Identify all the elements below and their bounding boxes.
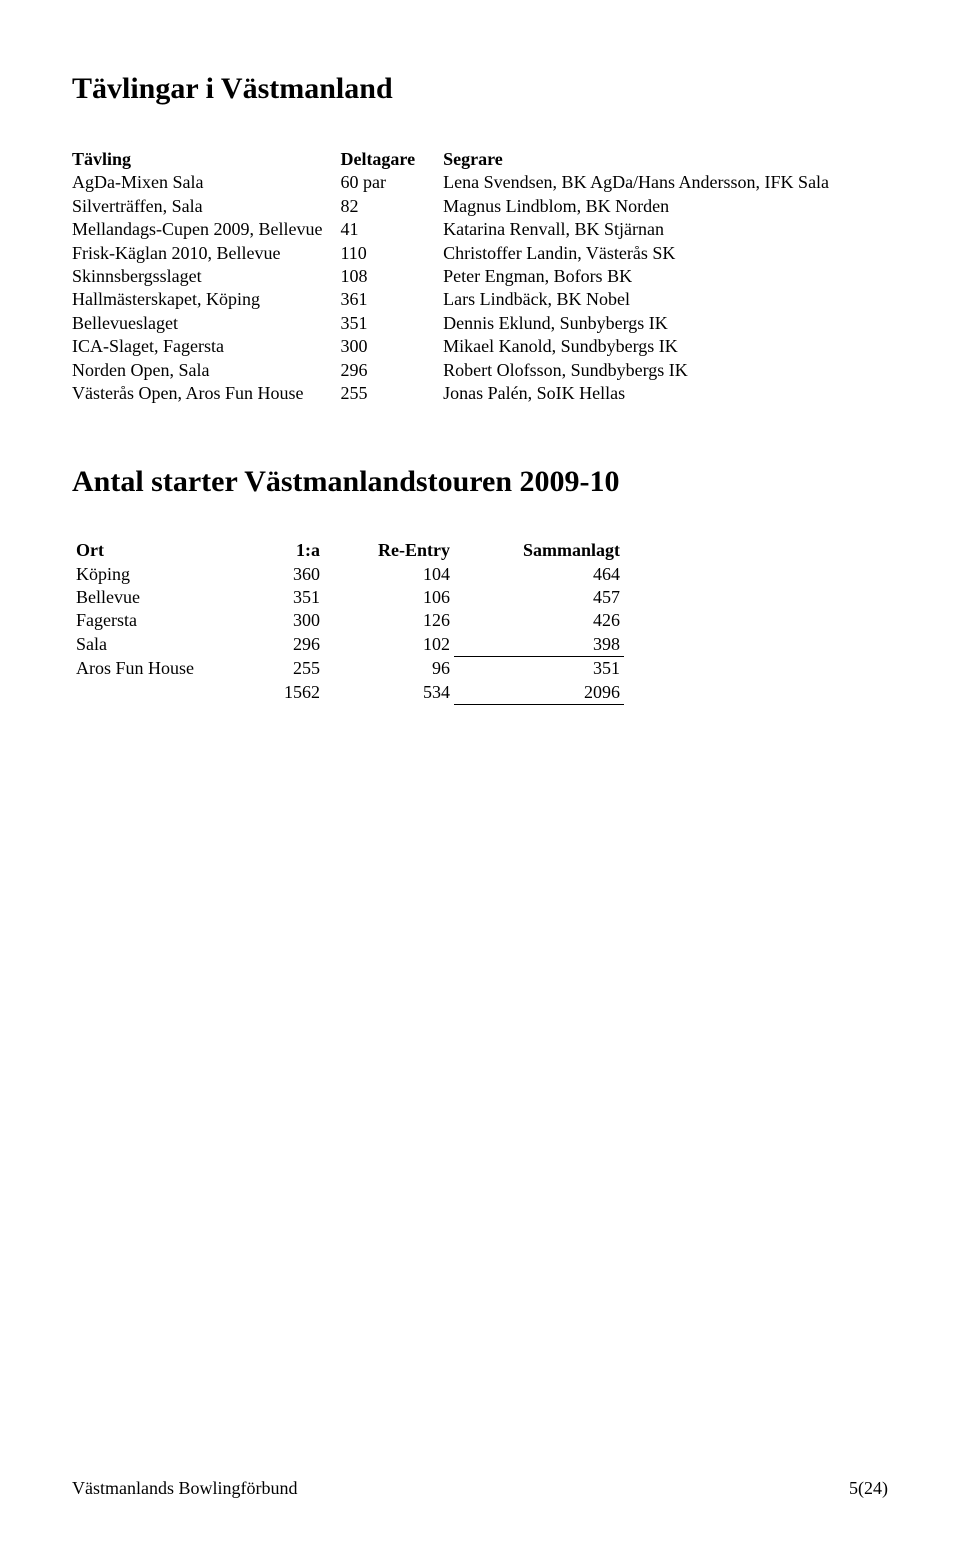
comp-header-count: Deltagare [340,148,443,171]
starts-first: 255 [252,657,324,681]
table-row: Bellevue 351 106 457 [72,586,624,609]
table-row: Aros Fun House 255 96 351 [72,657,624,681]
starts-header-total: Sammanlagt [454,539,624,562]
starts-first: 351 [252,586,324,609]
comp-name: Frisk-Käglan 2010, Bellevue [72,242,340,265]
table-row: ICA-Slaget, Fagersta 300 Mikael Kanold, … [72,335,847,358]
comp-winner: Jonas Palén, SoIK Hellas [443,382,847,405]
comp-winner: Peter Engman, Bofors BK [443,265,847,288]
comp-winner: Dennis Eklund, Sunbybergs IK [443,312,847,335]
table-row: Norden Open, Sala 296 Robert Olofsson, S… [72,359,847,382]
starts-reentry: 104 [324,563,454,586]
comp-name: Mellandags-Cupen 2009, Bellevue [72,218,340,241]
table-row: AgDa-Mixen Sala 60 par Lena Svendsen, BK… [72,171,847,194]
starts-total: 464 [454,563,624,586]
comp-name: Skinnsbergsslaget [72,265,340,288]
starts-ort: Köping [72,563,252,586]
comp-winner: Mikael Kanold, Sundbybergs IK [443,335,847,358]
comp-header-winner: Segrare [443,148,847,171]
table-row: Frisk-Käglan 2010, Bellevue 110 Christof… [72,242,847,265]
comp-count: 82 [340,195,443,218]
starts-header-reentry: Re-Entry [324,539,454,562]
comp-count: 351 [340,312,443,335]
starts-reentry: 102 [324,633,454,657]
comp-count: 110 [340,242,443,265]
comp-header-name: Tävling [72,148,340,171]
page-title-competitions: Tävlingar i Västmanland [72,72,888,106]
table-row: Köping 360 104 464 [72,563,624,586]
comp-count: 41 [340,218,443,241]
starts-total: 351 [454,657,624,681]
comp-name: Bellevueslaget [72,312,340,335]
starts-reentry: 126 [324,609,454,632]
comp-count: 361 [340,288,443,311]
table-row: Mellandags-Cupen 2009, Bellevue 41 Katar… [72,218,847,241]
page-title-starts: Antal starter Västmanlandstouren 2009-10 [72,465,888,499]
starts-sum-total: 2096 [454,681,624,705]
starts-first: 296 [252,633,324,657]
table-row: Skinnsbergsslaget 108 Peter Engman, Bofo… [72,265,847,288]
comp-count: 300 [340,335,443,358]
comp-name: Silverträffen, Sala [72,195,340,218]
comp-winner: Lena Svendsen, BK AgDa/Hans Andersson, I… [443,171,847,194]
starts-sum-ort [72,681,252,705]
starts-reentry: 96 [324,657,454,681]
comp-count: 108 [340,265,443,288]
footer-org: Västmanlands Bowlingförbund [72,1478,297,1499]
starts-ort: Fagersta [72,609,252,632]
comp-winner: Katarina Renvall, BK Stjärnan [443,218,847,241]
comp-winner: Robert Olofsson, Sundbybergs IK [443,359,847,382]
starts-first: 300 [252,609,324,632]
comp-winner: Christoffer Landin, Västerås SK [443,242,847,265]
starts-header-first: 1:a [252,539,324,562]
starts-ort: Aros Fun House [72,657,252,681]
starts-total: 426 [454,609,624,632]
starts-ort: Bellevue [72,586,252,609]
table-row: Fagersta 300 126 426 [72,609,624,632]
comp-count: 60 par [340,171,443,194]
comp-name: AgDa-Mixen Sala [72,171,340,194]
comp-winner: Lars Lindbäck, BK Nobel [443,288,847,311]
comp-count: 296 [340,359,443,382]
starts-total: 457 [454,586,624,609]
competitions-table: Tävling Deltagare Segrare AgDa-Mixen Sal… [72,148,847,405]
table-row: Västerås Open, Aros Fun House 255 Jonas … [72,382,847,405]
comp-name: Norden Open, Sala [72,359,340,382]
starts-table: Ort 1:a Re-Entry Sammanlagt Köping 360 1… [72,539,624,705]
starts-sum-reentry: 534 [324,681,454,705]
table-row: Sala 296 102 398 [72,633,624,657]
table-row: Hallmästerskapet, Köping 361 Lars Lindbä… [72,288,847,311]
comp-count: 255 [340,382,443,405]
comp-name: Hallmästerskapet, Köping [72,288,340,311]
starts-sum-first: 1562 [252,681,324,705]
footer-page-number: 5(24) [849,1478,888,1499]
starts-reentry: 106 [324,586,454,609]
comp-name: ICA-Slaget, Fagersta [72,335,340,358]
starts-first: 360 [252,563,324,586]
page-footer: Västmanlands Bowlingförbund 5(24) [72,1478,888,1499]
starts-header-ort: Ort [72,539,252,562]
table-sum-row: 1562 534 2096 [72,681,624,705]
table-row: Silverträffen, Sala 82 Magnus Lindblom, … [72,195,847,218]
table-row: Bellevueslaget 351 Dennis Eklund, Sunbyb… [72,312,847,335]
starts-total: 398 [454,633,624,657]
comp-name: Västerås Open, Aros Fun House [72,382,340,405]
comp-winner: Magnus Lindblom, BK Norden [443,195,847,218]
starts-ort: Sala [72,633,252,657]
